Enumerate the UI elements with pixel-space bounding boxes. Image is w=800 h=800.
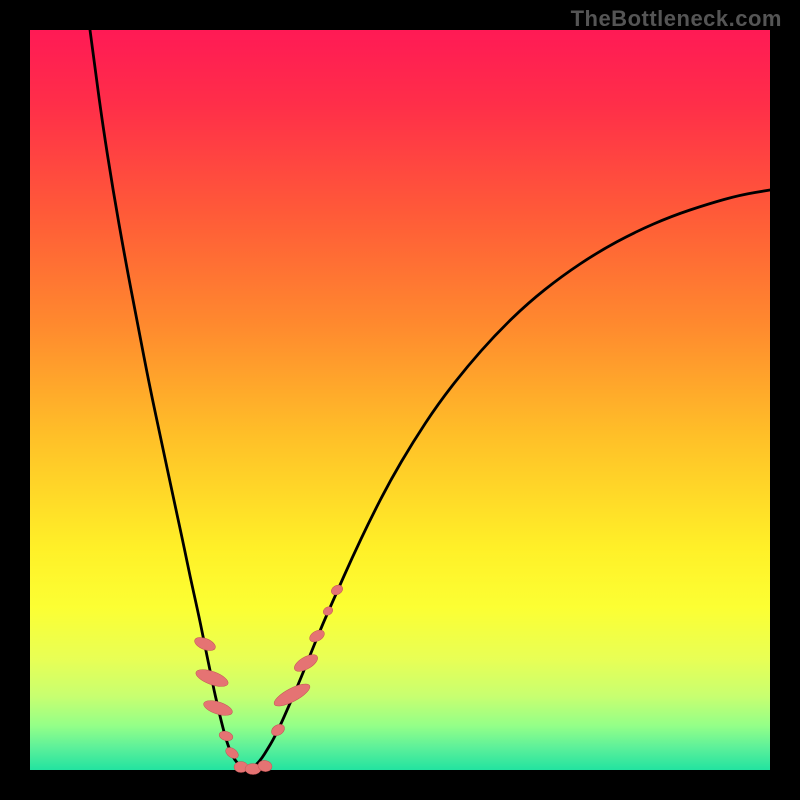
left-marker [224,745,241,760]
canvas: TheBottleneck.com [0,0,800,800]
left-marker [202,698,234,719]
right-marker [292,651,321,674]
right-marker [271,680,312,710]
right-marker [322,605,335,617]
watermark-text: TheBottleneck.com [571,6,782,32]
right-marker [308,628,327,645]
plot-area [30,30,770,770]
right-curve [248,190,770,770]
left-curve [90,30,248,770]
left-marker [218,730,234,743]
right-marker [269,722,286,738]
curves-svg [30,30,770,770]
right-marker [330,583,345,597]
